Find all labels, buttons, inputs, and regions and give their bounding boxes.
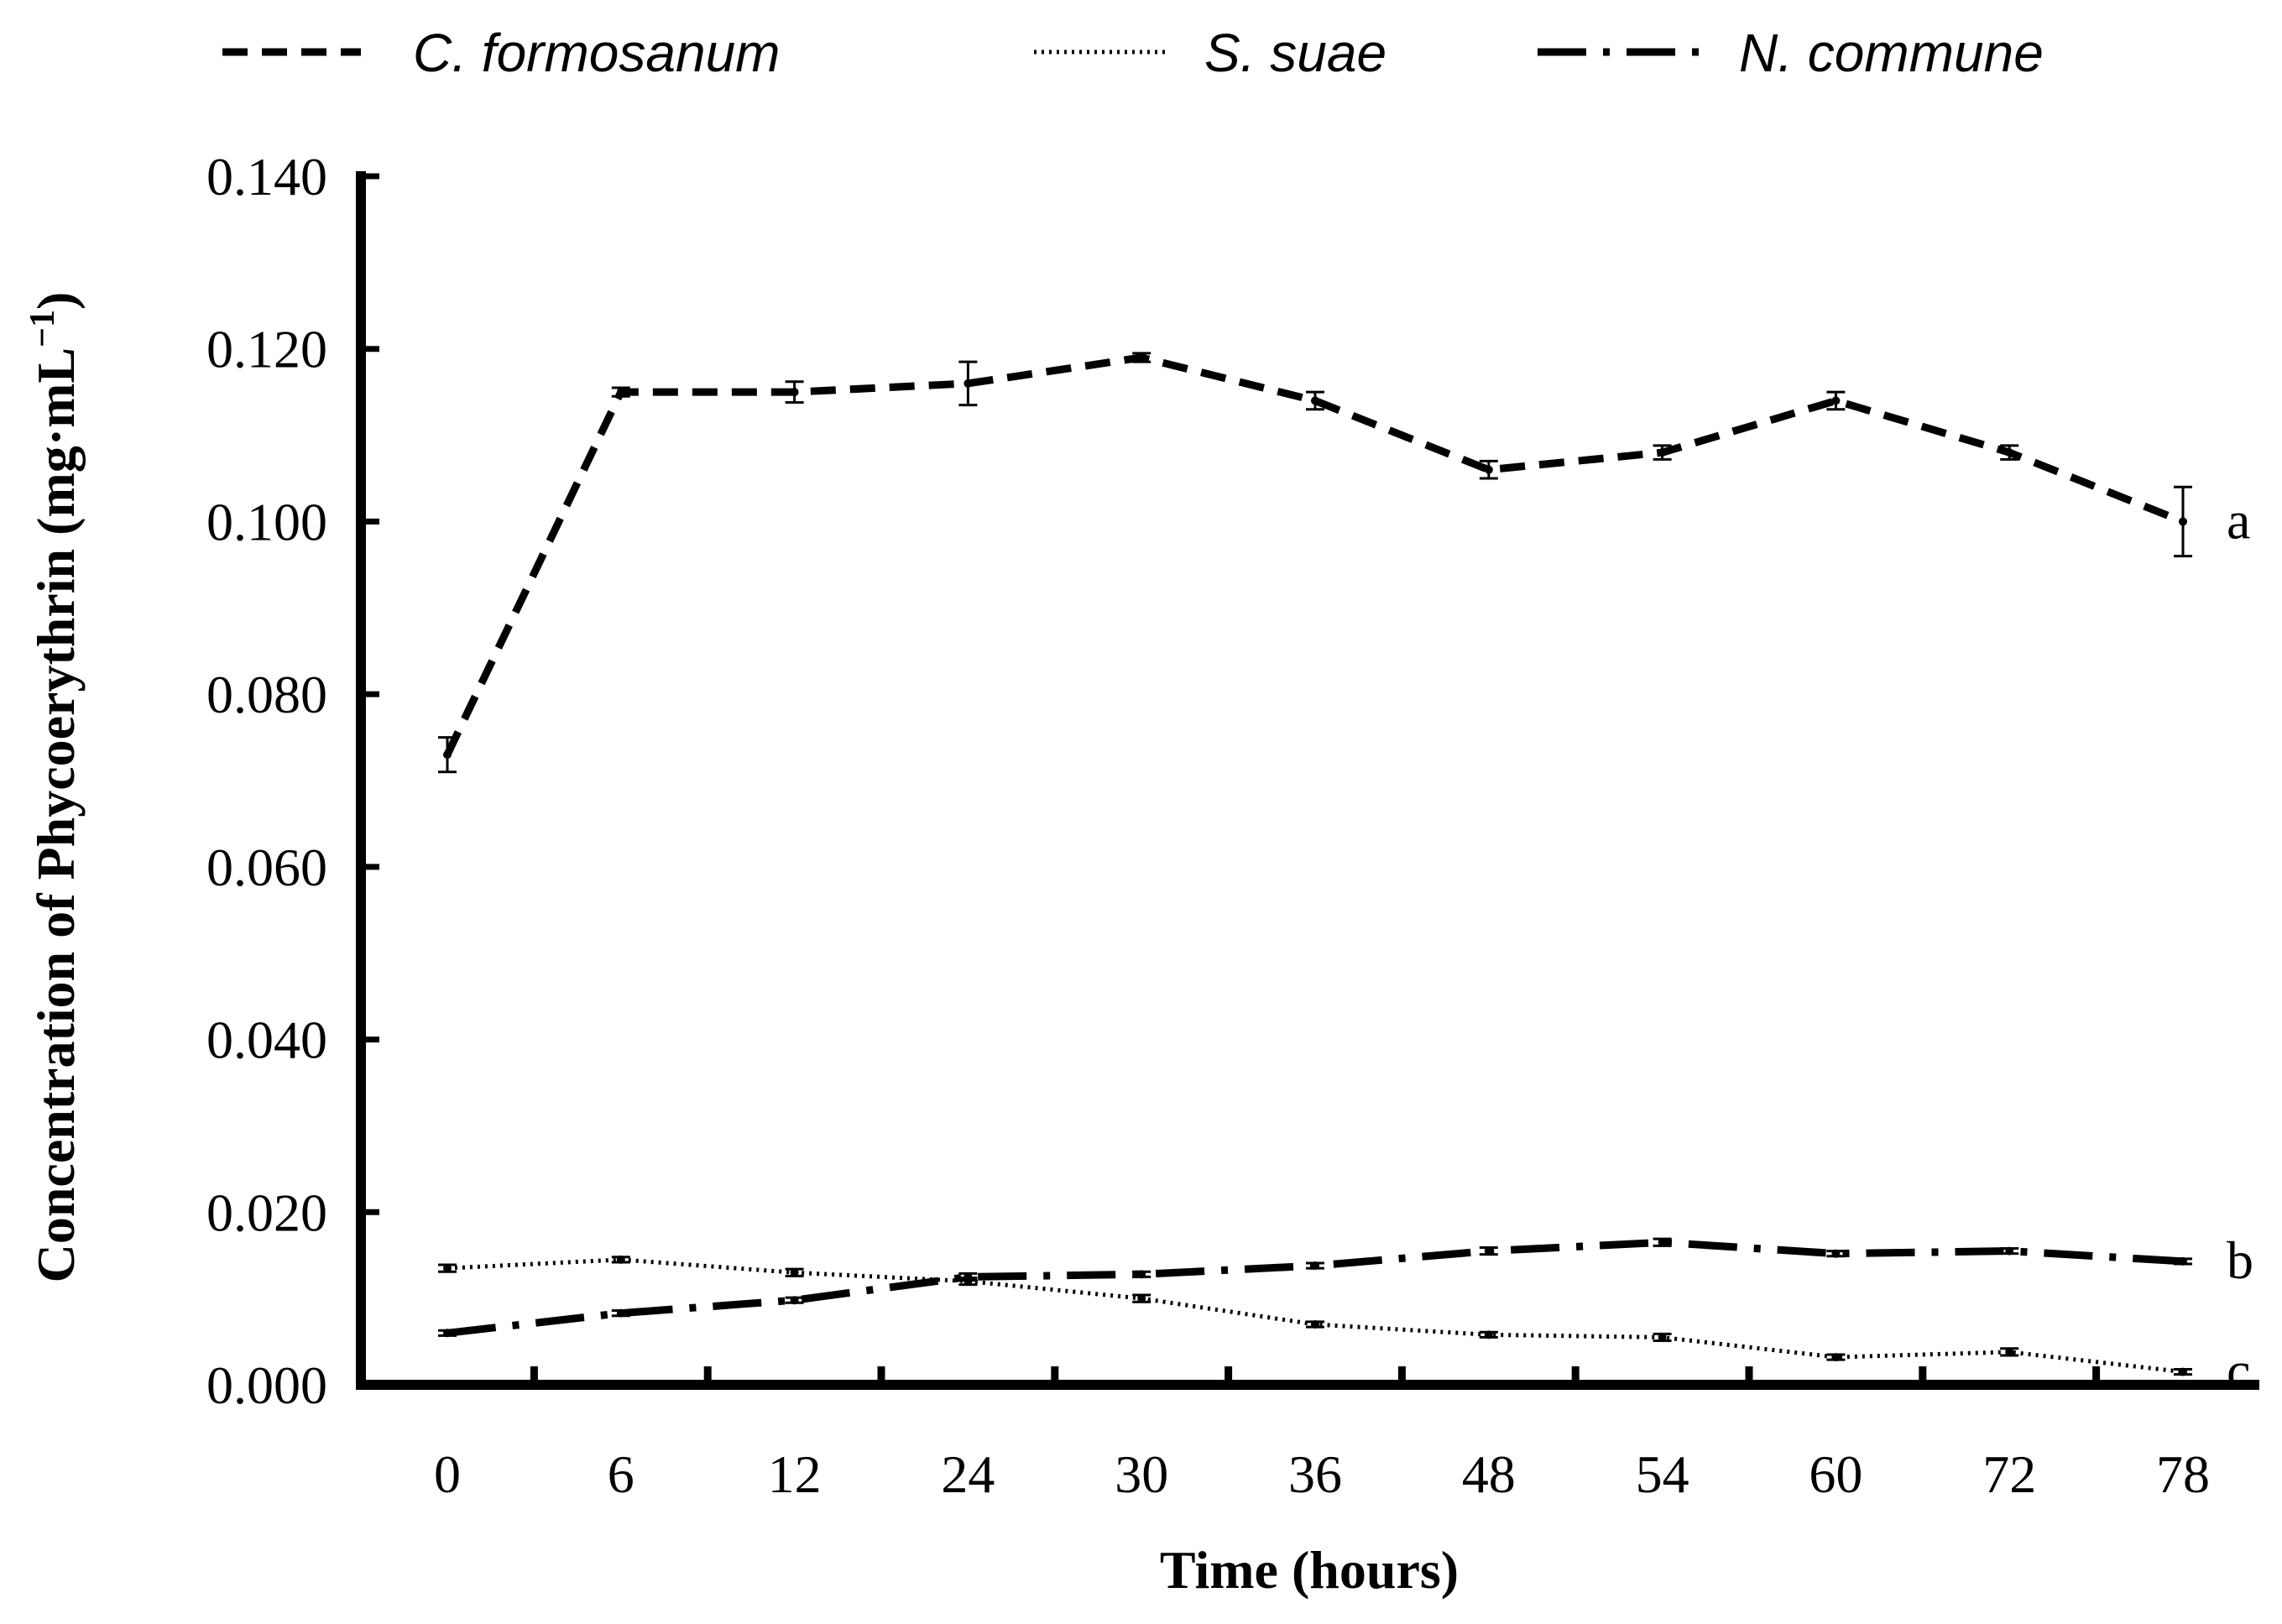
y-tick-label: 0.080 bbox=[206, 665, 327, 724]
data-point-c-formosanum bbox=[1311, 396, 1319, 405]
data-point-c-formosanum bbox=[616, 388, 625, 397]
group-label-s-suae: c bbox=[2227, 1341, 2250, 1401]
data-point-c-formosanum bbox=[1484, 465, 1493, 474]
data-point-c-formosanum bbox=[963, 379, 973, 388]
x-tick-label: 30 bbox=[1115, 1444, 1168, 1504]
data-point-s-suae bbox=[2179, 1367, 2187, 1376]
data-point-s-suae bbox=[1484, 1330, 1493, 1339]
data-point-n-commune bbox=[2005, 1246, 2014, 1256]
data-point-n-commune bbox=[1137, 1270, 1146, 1279]
data-point-n-commune bbox=[1484, 1246, 1493, 1256]
y-tick-label: 0.000 bbox=[206, 1355, 327, 1415]
x-axis-title: Time (hours) bbox=[1160, 1540, 1459, 1600]
data-point-n-commune bbox=[2179, 1256, 2187, 1266]
series-layer bbox=[438, 352, 2192, 1376]
x-tick-label: 12 bbox=[768, 1444, 822, 1504]
data-point-s-suae bbox=[1658, 1333, 1667, 1342]
x-tick-label: 48 bbox=[1462, 1444, 1516, 1504]
y-axis-title: Concentration of Phycoerythrin (mg·mL−1) bbox=[23, 292, 86, 1283]
data-point-c-formosanum bbox=[1137, 353, 1146, 362]
x-tick-label: 24 bbox=[941, 1444, 995, 1504]
data-point-c-formosanum bbox=[443, 750, 452, 760]
y-tick-label: 0.040 bbox=[206, 1010, 327, 1070]
y-axis-title-main: Concentration of Phycoerythrin (mg·mL bbox=[26, 347, 86, 1283]
data-point-n-commune bbox=[443, 1329, 452, 1338]
y-axis-title-close: ) bbox=[26, 292, 86, 310]
y-tick-label: 0.020 bbox=[206, 1183, 327, 1242]
data-point-c-formosanum bbox=[1831, 396, 1841, 405]
y-ticks: 0.000 0.020 0.040 0.060 0.080 0.100 0.120 0.140 bbox=[206, 147, 379, 1415]
group-labels: a cb bbox=[2227, 490, 2253, 1400]
data-point-n-commune bbox=[963, 1272, 973, 1282]
data-point-s-suae bbox=[790, 1268, 799, 1277]
group-label-n-commune: b bbox=[2227, 1230, 2253, 1290]
data-point-s-suae bbox=[1137, 1294, 1146, 1303]
data-point-n-commune bbox=[1658, 1238, 1667, 1247]
x-tick-label: 54 bbox=[1636, 1444, 1689, 1504]
data-point-s-suae bbox=[1311, 1320, 1319, 1329]
data-point-s-suae bbox=[2005, 1347, 2014, 1356]
data-point-c-formosanum bbox=[1658, 448, 1667, 457]
data-point-s-suae bbox=[443, 1264, 452, 1273]
legend-label-c-formosanum: C. formosanum bbox=[413, 23, 780, 83]
y-tick-label: 0.140 bbox=[206, 147, 327, 206]
x-ticks: 0 6 12 24 30 36 48 54 60 72 78 bbox=[434, 1366, 2210, 1504]
data-point-c-formosanum bbox=[2005, 448, 2014, 457]
data-point-n-commune bbox=[616, 1308, 625, 1318]
data-point-c-formosanum bbox=[2179, 517, 2187, 526]
y-tick-label: 0.060 bbox=[206, 838, 327, 897]
data-point-s-suae bbox=[616, 1255, 625, 1264]
legend-label-s-suae: S. suae bbox=[1204, 23, 1386, 83]
axes bbox=[356, 171, 2259, 1390]
legend-label-n-commune: N. commune bbox=[1739, 23, 2044, 83]
x-tick-label: 78 bbox=[2156, 1444, 2210, 1504]
x-tick-label: 60 bbox=[1809, 1444, 1862, 1504]
x-tick-label: 36 bbox=[1288, 1444, 1342, 1504]
legend: C. formosanum S. suae N. commune bbox=[222, 23, 2044, 83]
y-axis-title-sup: −1 bbox=[23, 310, 62, 347]
x-tick-label: 72 bbox=[1982, 1444, 2036, 1504]
data-point-s-suae bbox=[1831, 1353, 1841, 1362]
data-point-n-commune bbox=[790, 1296, 799, 1305]
data-point-n-commune bbox=[1831, 1249, 1841, 1258]
series-line-n-commune bbox=[446, 1238, 2184, 1337]
data-point-n-commune bbox=[1311, 1261, 1319, 1271]
series-line-c-formosanum bbox=[443, 353, 2185, 757]
series-line-s-suae bbox=[446, 1257, 2184, 1375]
group-label-c-formosanum: a bbox=[2227, 490, 2250, 550]
y-tick-label: 0.100 bbox=[206, 492, 327, 551]
data-point-c-formosanum bbox=[790, 388, 799, 397]
x-tick-label: 0 bbox=[434, 1444, 461, 1504]
y-tick-label: 0.120 bbox=[206, 320, 327, 379]
x-tick-label: 6 bbox=[608, 1444, 634, 1504]
